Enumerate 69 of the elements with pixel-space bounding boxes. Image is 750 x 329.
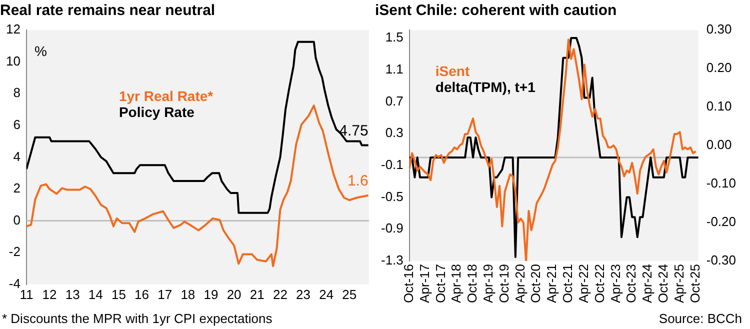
x-tick-label: 12 bbox=[42, 286, 57, 302]
y-tick-label: 0.3 bbox=[385, 125, 404, 140]
y2-tick-label: -0.10 bbox=[706, 176, 736, 191]
x-tick-label: 21 bbox=[250, 286, 264, 302]
x-tick-label: Oct-19 bbox=[496, 264, 512, 303]
data-label: 1.6 bbox=[347, 172, 368, 190]
x-tick-label: Oct-21 bbox=[560, 264, 576, 303]
y2-tick-label: 0.10 bbox=[706, 98, 732, 114]
x-tick-label: Apr-24 bbox=[640, 264, 655, 304]
y-axis-title: % bbox=[34, 43, 47, 59]
x-tick-label: Oct-24 bbox=[655, 264, 670, 303]
x-tick-label: Oct-22 bbox=[592, 264, 607, 303]
x-tick-label: Oct-18 bbox=[464, 264, 480, 303]
x-tick-label: 20 bbox=[226, 286, 242, 302]
y-tick-label: -0.1 bbox=[380, 156, 404, 172]
y2-tick-label: -0.20 bbox=[706, 214, 736, 230]
y-tick-label: 0.7 bbox=[385, 93, 404, 108]
y-tick-label: -0.5 bbox=[380, 188, 404, 204]
x-tick-label: Apr-18 bbox=[448, 264, 464, 304]
x-tick-label: 23 bbox=[296, 286, 310, 302]
y-tick-label: 6 bbox=[13, 116, 20, 132]
x-tick-label: Apr-20 bbox=[512, 264, 528, 304]
x-tick-label: Oct-16 bbox=[400, 264, 416, 303]
y-tick-label: 10 bbox=[6, 53, 20, 68]
text: * Discounts the MPR with 1yr CPI expectations bbox=[2, 311, 272, 326]
source-note: Source: BCCh bbox=[658, 311, 742, 326]
y-tick-label: -0.9 bbox=[380, 220, 404, 236]
x-tick-label: 16 bbox=[134, 286, 150, 302]
y-tick-label: 4 bbox=[13, 148, 20, 164]
text: Policy Rate bbox=[118, 104, 195, 120]
y-tick-label: -2 bbox=[8, 244, 20, 260]
x-tick-label: Apr-25 bbox=[671, 264, 686, 304]
y2-tick-label: 0.00 bbox=[706, 137, 732, 152]
x-tick-label: 22 bbox=[272, 286, 288, 302]
x-tick-label: Apr-23 bbox=[608, 264, 623, 304]
y-tick-label: -1.3 bbox=[380, 252, 404, 268]
x-tick-label: Oct-25 bbox=[687, 264, 702, 303]
x-tick-label: 24 bbox=[319, 286, 334, 302]
x-tick-label: 17 bbox=[158, 286, 172, 302]
chart-title: Real rate remains near neutral bbox=[0, 2, 216, 20]
y-tick-label: -4 bbox=[8, 276, 20, 291]
y2-tick-label: 0.30 bbox=[706, 22, 732, 37]
x-tick-label: Apr-17 bbox=[416, 264, 432, 304]
x-tick-label: Oct-17 bbox=[432, 264, 448, 303]
series-label: delta(TPM), t+1 bbox=[435, 79, 536, 96]
x-tick-label: Apr-22 bbox=[576, 264, 591, 304]
x-tick-label: 11 bbox=[20, 286, 34, 302]
x-tick-label: 19 bbox=[204, 286, 218, 302]
x-tick-label: 18 bbox=[180, 286, 196, 302]
y-tick-label: 1.1 bbox=[385, 61, 404, 76]
y-tick-label: 1.5 bbox=[385, 30, 404, 45]
x-tick-label: 14 bbox=[88, 286, 103, 302]
x-tick-label: Apr-19 bbox=[480, 264, 496, 304]
y2-tick-label: 0.20 bbox=[706, 60, 732, 76]
x-tick-label: Oct-23 bbox=[624, 264, 639, 303]
y-tick-label: 8 bbox=[13, 85, 20, 100]
x-tick-label: 13 bbox=[65, 286, 80, 302]
y-tick-label: 2 bbox=[13, 180, 20, 196]
x-tick-label: Apr-21 bbox=[544, 264, 560, 304]
text: iSent bbox=[435, 63, 470, 80]
text: 1yr Real Rate* bbox=[118, 88, 214, 104]
x-tick-label: 25 bbox=[342, 286, 357, 302]
data-label: 4.75 bbox=[339, 122, 368, 140]
x-tick-label: Oct-20 bbox=[528, 264, 544, 303]
chart-title: iSent Chile: coherent with caution bbox=[375, 2, 617, 20]
y-tick-label: 12 bbox=[6, 22, 20, 37]
y-tick-label: 0 bbox=[13, 212, 20, 228]
x-tick-label: 15 bbox=[111, 286, 126, 302]
y2-tick-label: -0.30 bbox=[706, 252, 736, 268]
